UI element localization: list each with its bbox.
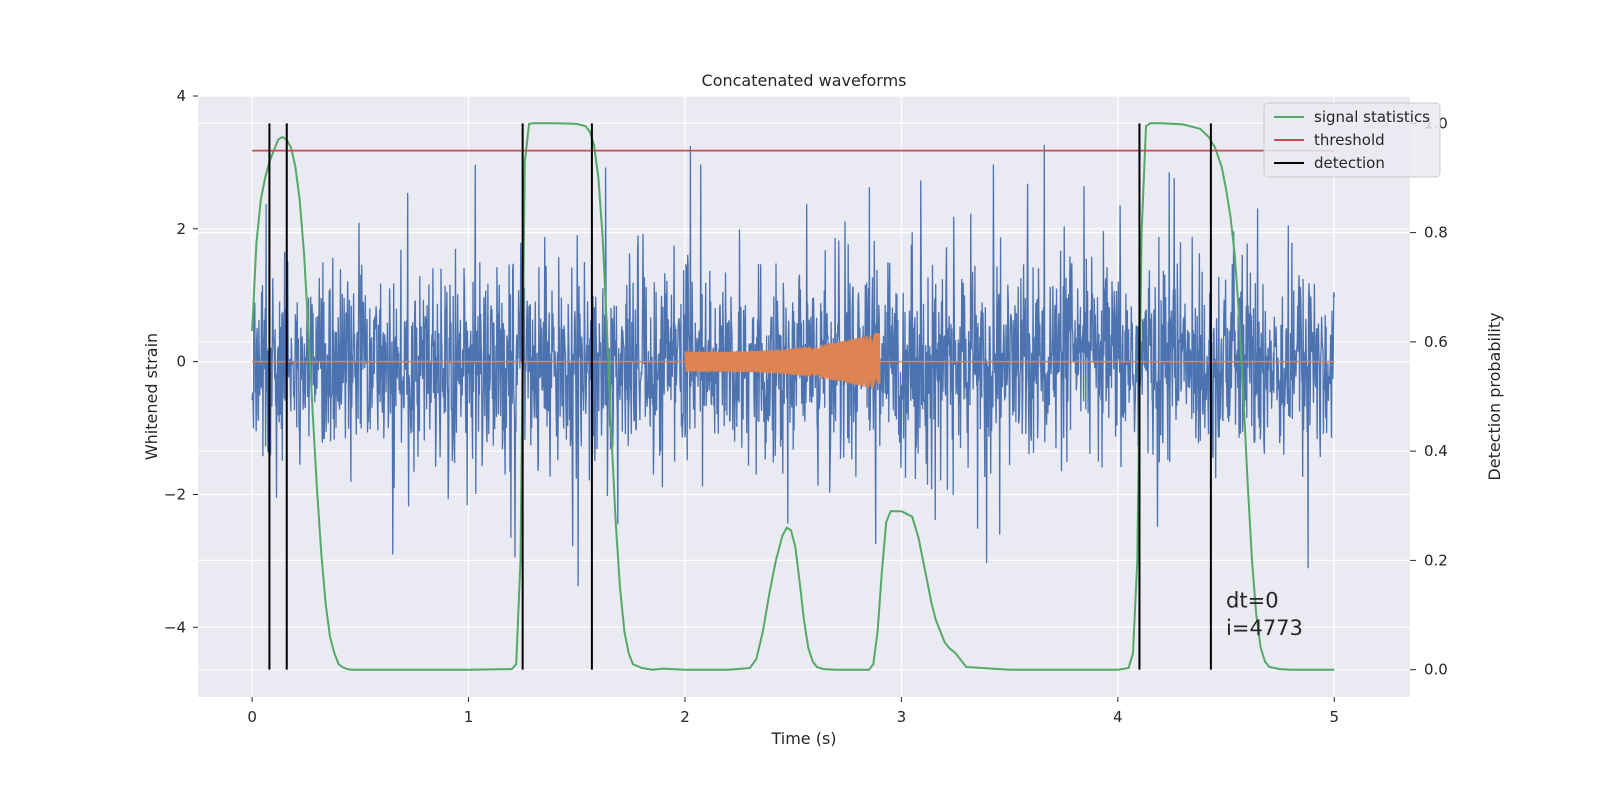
x-tick-label: 0	[247, 708, 257, 726]
y-right-tick-label: 0.0	[1424, 661, 1448, 679]
y-right-tick-label: 0.6	[1424, 333, 1448, 351]
strain-line	[251, 144, 1335, 587]
y-left-tick-label: −4	[164, 618, 186, 636]
chart-title: Concatenated waveforms	[702, 71, 907, 90]
y-left-tick-label: 4	[176, 87, 186, 105]
legend-label-signal-statistics: signal statistics	[1314, 108, 1430, 126]
x-tick-label: 1	[464, 708, 474, 726]
x-tick-label: 2	[680, 708, 690, 726]
annotation-dt: dt=0	[1226, 588, 1279, 612]
y-right-tick-label: 0.8	[1424, 224, 1448, 242]
signal-statistics-group	[251, 122, 1335, 671]
x-tick-label: 3	[897, 708, 907, 726]
legend: signal statistics threshold detection	[1263, 102, 1441, 178]
signal-statistics-line	[251, 122, 1335, 671]
y-right-tick-label: 0.4	[1424, 442, 1448, 460]
legend-box	[1263, 102, 1441, 178]
x-tick-label: 4	[1113, 708, 1123, 726]
y-left-tick-label: 0	[176, 353, 186, 371]
strain-series-group	[251, 144, 1335, 587]
detection-lines-group	[268, 123, 1212, 670]
y-axis-label-right: Detection probability	[1485, 312, 1504, 480]
x-axis-label: Time (s)	[770, 729, 836, 748]
legend-label-threshold: threshold	[1314, 131, 1385, 149]
y-axis-label-left: Whitened strain	[142, 333, 161, 460]
y-right-tick-label: 0.2	[1424, 551, 1448, 569]
y-left-tick-label: −2	[164, 485, 186, 503]
x-tick-label: 5	[1329, 708, 1339, 726]
annotation-index: i=4773	[1226, 616, 1303, 640]
template-series-group	[252, 332, 1335, 390]
y-left-tick-label: 2	[176, 220, 186, 238]
template-chirp-line	[684, 332, 881, 390]
legend-label-detection: detection	[1314, 154, 1385, 172]
